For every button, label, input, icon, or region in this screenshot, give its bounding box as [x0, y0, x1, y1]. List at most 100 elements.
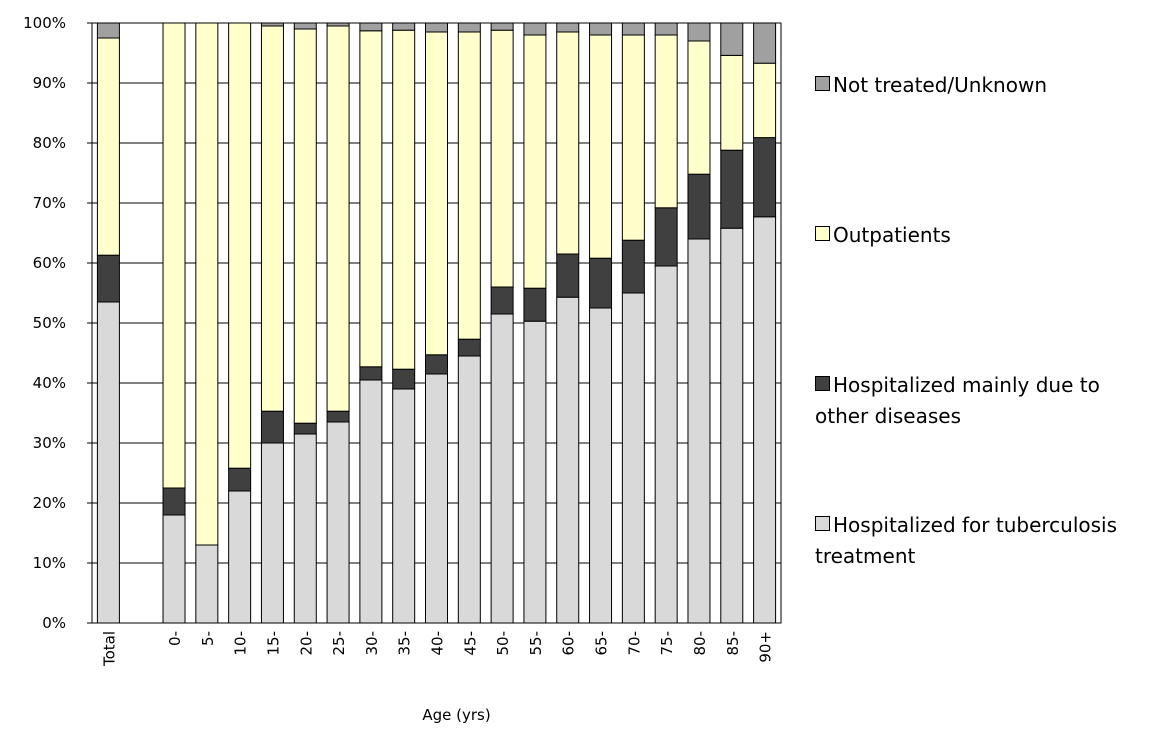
legend-label: Hospitalized mainly due to other disease… — [815, 373, 1100, 428]
y-tick-label: 80% — [33, 134, 66, 152]
x-tick-label: 75- — [658, 631, 676, 656]
bar-segment — [621, 292, 645, 624]
bar-segment — [490, 286, 514, 315]
bar-segment — [753, 22, 777, 64]
bar-segment — [621, 34, 645, 241]
bar-segment — [523, 287, 547, 322]
bar-segment — [556, 31, 580, 255]
bar-segment — [687, 22, 711, 42]
bar-segment — [293, 422, 317, 435]
bar-segment — [392, 22, 416, 31]
y-tick-label: 70% — [33, 194, 66, 212]
x-tick-label: 55- — [527, 631, 545, 656]
bar-segment — [359, 30, 383, 368]
bar-segment — [753, 137, 777, 218]
bar-segment — [720, 22, 744, 56]
x-tick-label: 35- — [396, 631, 414, 656]
bar-segment — [753, 216, 777, 624]
bar-segment — [589, 34, 613, 259]
x-tick-label: 15- — [264, 631, 282, 656]
bar-segment — [96, 301, 120, 624]
bar-segment — [293, 433, 317, 624]
x-tick-label: 10- — [232, 631, 250, 656]
bar-segment — [96, 254, 120, 303]
bar-segment — [293, 28, 317, 424]
x-tick-label: 65- — [593, 631, 611, 656]
bar-segment — [392, 388, 416, 624]
bar-segment — [425, 373, 448, 624]
x-axis-title: Age (yrs) — [422, 706, 490, 724]
x-tick-label: 90+ — [757, 631, 775, 663]
bar-segment — [425, 31, 448, 356]
bar-segment — [523, 320, 547, 624]
bar-segment — [556, 253, 580, 298]
x-tick-label: 50- — [494, 631, 512, 656]
bar-segment — [523, 34, 547, 289]
bar-segment — [425, 354, 448, 375]
bar-segment — [228, 22, 252, 469]
bar-segment — [457, 31, 481, 340]
bar-segment — [392, 368, 416, 390]
bar-segment — [457, 355, 481, 624]
x-tick-label: 45- — [461, 631, 479, 656]
bar-segment — [359, 379, 383, 624]
bar-segment — [392, 29, 416, 370]
y-tick-label: 0% — [42, 614, 66, 632]
bar-segment — [260, 442, 284, 624]
bar-segment — [195, 22, 219, 546]
bar-segment — [326, 410, 350, 423]
x-tick-label: 20- — [297, 631, 315, 656]
bar-segment — [589, 257, 613, 309]
legend-label: Hospitalized for tuberculosis treatment — [815, 513, 1118, 568]
y-tick-label: 40% — [33, 374, 66, 392]
bar-segment — [621, 22, 645, 36]
x-tick-label: Total — [100, 631, 118, 667]
legend-swatch — [815, 376, 830, 391]
bar-segment — [96, 37, 120, 256]
bar-segment — [720, 54, 744, 151]
bar-segment — [228, 467, 252, 492]
bar-segment — [720, 149, 744, 229]
legend-label: Not treated/Unknown — [833, 73, 1048, 97]
bar-segment — [425, 22, 448, 33]
bar-segment — [654, 34, 678, 209]
bar-segment — [162, 514, 186, 624]
bar-segment — [228, 490, 252, 624]
plot-frame — [91, 22, 782, 624]
x-tick-label: 80- — [691, 631, 709, 656]
bar-segment — [753, 62, 777, 139]
bar-segment — [556, 296, 580, 624]
bar-segment — [523, 22, 547, 36]
bar-segment — [621, 239, 645, 294]
x-tick-label: 70- — [625, 631, 643, 656]
y-tick-label: 60% — [33, 254, 66, 272]
bar-segment — [687, 238, 711, 624]
bar-segment — [589, 22, 613, 36]
bar-segment — [162, 487, 186, 516]
bar-segment — [687, 173, 711, 240]
legend-swatch — [815, 226, 830, 241]
x-tick-label: 40- — [429, 631, 447, 656]
bar-segment — [720, 227, 744, 624]
legend-item: Outpatients — [815, 220, 1155, 251]
y-tick-label: 50% — [33, 314, 66, 332]
bar-segment — [326, 25, 350, 412]
legend-item: Hospitalized mainly due to other disease… — [815, 370, 1155, 432]
y-tick-label: 10% — [33, 554, 66, 572]
bar-segment — [457, 22, 481, 33]
bar-segment — [556, 22, 580, 33]
y-tick-label: 90% — [33, 74, 66, 92]
legend-label: Outpatients — [833, 223, 951, 247]
y-tick-label: 30% — [33, 434, 66, 452]
x-tick-label: 30- — [363, 631, 381, 656]
bar-segment — [260, 25, 284, 412]
bar-segment — [457, 338, 481, 357]
bar-segment — [326, 421, 350, 624]
bar-segment — [260, 410, 284, 444]
bar-segment — [654, 265, 678, 624]
bar-segment — [195, 544, 219, 624]
bar-segment — [293, 22, 317, 30]
legend-item: Hospitalized for tuberculosis treatment — [815, 510, 1155, 572]
